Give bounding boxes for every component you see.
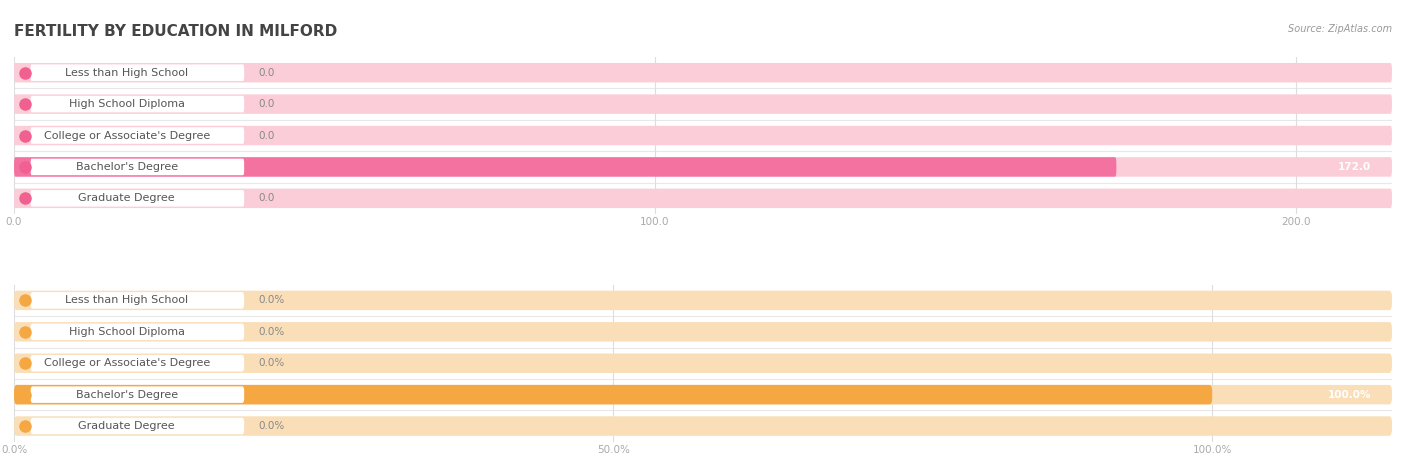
FancyBboxPatch shape: [31, 386, 245, 403]
Text: Source: ZipAtlas.com: Source: ZipAtlas.com: [1288, 24, 1392, 34]
FancyBboxPatch shape: [14, 63, 1392, 83]
Text: 0.0: 0.0: [257, 68, 274, 78]
FancyBboxPatch shape: [31, 292, 245, 309]
FancyBboxPatch shape: [14, 95, 1392, 114]
Text: 100.0%: 100.0%: [1327, 390, 1371, 399]
FancyBboxPatch shape: [31, 159, 245, 175]
Text: Less than High School: Less than High School: [65, 295, 188, 305]
FancyBboxPatch shape: [14, 322, 1392, 342]
Text: College or Associate's Degree: College or Associate's Degree: [44, 358, 209, 368]
Text: 0.0%: 0.0%: [257, 327, 284, 337]
Text: 0.0: 0.0: [257, 131, 274, 141]
FancyBboxPatch shape: [14, 416, 1392, 436]
FancyBboxPatch shape: [14, 157, 1116, 177]
Text: 172.0: 172.0: [1339, 162, 1371, 172]
FancyBboxPatch shape: [31, 65, 245, 81]
Text: 0.0: 0.0: [257, 193, 274, 203]
FancyBboxPatch shape: [31, 355, 245, 371]
FancyBboxPatch shape: [31, 127, 245, 144]
FancyBboxPatch shape: [31, 96, 245, 113]
Text: 0.0%: 0.0%: [257, 421, 284, 431]
FancyBboxPatch shape: [14, 189, 1392, 208]
Text: FERTILITY BY EDUCATION IN MILFORD: FERTILITY BY EDUCATION IN MILFORD: [14, 24, 337, 39]
Text: High School Diploma: High School Diploma: [69, 327, 184, 337]
Text: Graduate Degree: Graduate Degree: [79, 193, 174, 203]
FancyBboxPatch shape: [31, 418, 245, 434]
FancyBboxPatch shape: [31, 323, 245, 340]
FancyBboxPatch shape: [14, 353, 1392, 373]
FancyBboxPatch shape: [14, 385, 1212, 404]
Text: 0.0%: 0.0%: [257, 295, 284, 305]
Text: 0.0%: 0.0%: [257, 358, 284, 368]
Text: College or Associate's Degree: College or Associate's Degree: [44, 131, 209, 141]
Text: Less than High School: Less than High School: [65, 68, 188, 78]
FancyBboxPatch shape: [14, 157, 1392, 177]
Text: High School Diploma: High School Diploma: [69, 99, 184, 109]
FancyBboxPatch shape: [14, 291, 1392, 310]
Text: Bachelor's Degree: Bachelor's Degree: [76, 390, 177, 399]
Text: Bachelor's Degree: Bachelor's Degree: [76, 162, 177, 172]
FancyBboxPatch shape: [14, 385, 1392, 404]
Text: 0.0: 0.0: [257, 99, 274, 109]
FancyBboxPatch shape: [31, 190, 245, 207]
FancyBboxPatch shape: [14, 126, 1392, 145]
Text: Graduate Degree: Graduate Degree: [79, 421, 174, 431]
